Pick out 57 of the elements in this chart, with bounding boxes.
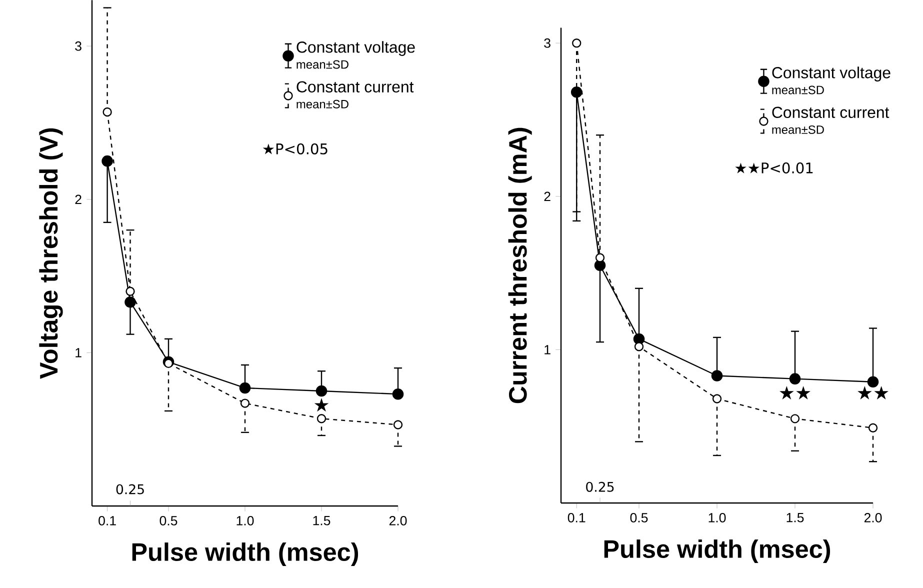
point [239, 382, 251, 394]
y-tick-label: 1 [544, 345, 550, 354]
y-tick-label: 3 [544, 38, 550, 48]
y-tick-label: 2 [75, 194, 82, 204]
point [789, 373, 801, 384]
point [393, 420, 403, 430]
x-tick-label: 2.0 [864, 513, 882, 522]
point [124, 296, 136, 308]
y-tick-label: 1 [76, 348, 82, 358]
point [126, 286, 135, 296]
annotation: mean±SD [296, 100, 348, 108]
x-axis-title: Pulse width (msec) [132, 542, 358, 566]
point [594, 260, 606, 272]
legend-label: Constant voltage [772, 66, 890, 82]
annotation: 0.25 [116, 484, 144, 494]
x-axis-title: Pulse width (msec) [604, 540, 830, 564]
y-tick-label: 3 [75, 41, 82, 51]
point [316, 414, 326, 424]
annotation: ★P<0.05 [262, 143, 328, 154]
annotation: mean±SD [772, 86, 824, 94]
point [392, 388, 404, 400]
point [712, 394, 722, 404]
point [316, 385, 328, 397]
point [634, 342, 644, 352]
point [570, 86, 582, 98]
legend-label: Constant voltage [296, 41, 415, 56]
point [102, 107, 112, 117]
annotation: mean±SD [772, 125, 824, 134]
y-axis-title: Current threshold (mA) [508, 128, 532, 404]
x-tick-label: 0.5 [160, 516, 178, 526]
x-tick-label: 1.5 [786, 513, 804, 522]
point [572, 38, 582, 48]
point [240, 398, 250, 408]
point [790, 414, 800, 424]
x-tick-label: 1.0 [236, 516, 254, 526]
y-tick-label: 2 [544, 192, 550, 202]
annotation: 0.25 [586, 482, 614, 492]
legend-label: Constant current [296, 81, 414, 92]
x-tick-label: 0.1 [98, 516, 116, 526]
point [868, 423, 878, 432]
x-tick-label: 1.5 [313, 516, 330, 526]
point [164, 358, 174, 368]
x-tick-label: 0.5 [630, 513, 648, 522]
annotation: ★★ [858, 386, 888, 400]
y-axis-title: Voltage threshold (V) [39, 128, 63, 379]
legend-label: Constant current [772, 106, 890, 118]
x-tick-label: 1.0 [708, 513, 726, 522]
annotation: mean±SD [296, 60, 348, 69]
x-tick-label: 0.1 [568, 513, 586, 522]
point [102, 155, 113, 167]
point [711, 370, 723, 382]
annotation: ★★P<0.01 [735, 162, 813, 174]
annotation: ★ [314, 398, 329, 412]
x-tick-label: 2.0 [389, 516, 407, 526]
annotation: ★★ [780, 386, 810, 400]
point [633, 333, 645, 345]
point [595, 253, 605, 262]
